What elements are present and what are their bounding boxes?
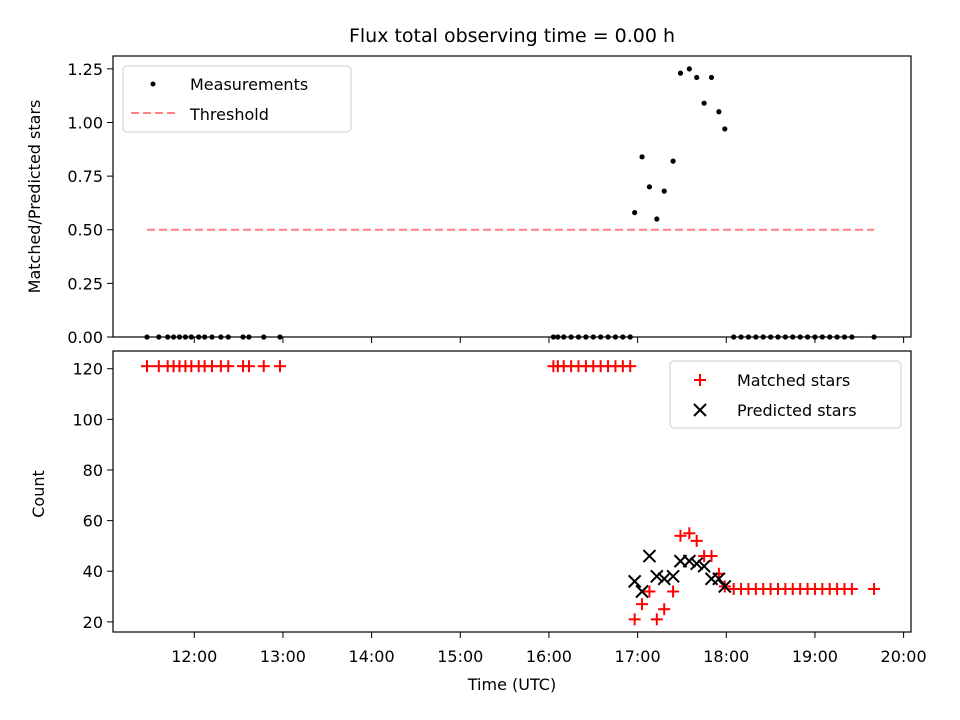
predicted-star-point: [657, 572, 671, 586]
top-plot-frame: [112, 55, 912, 338]
matched-star-point: [140, 360, 153, 373]
bottom-series-group: [140, 360, 881, 626]
top-y-tick-label: 1.00: [67, 113, 103, 132]
top-x-axis: [193, 337, 905, 343]
matched-star-point: [658, 603, 671, 616]
x-tick-label: 13:00: [260, 647, 306, 666]
bottom-y-axis: 20 40 60 80 100 120: [72, 360, 113, 632]
matched-star-point: [674, 529, 687, 542]
top-y-tick-label: 0.75: [67, 167, 103, 186]
top-legend-box: [122, 65, 352, 133]
measurement-point: [646, 184, 653, 190]
bottom-plot-frame: [112, 350, 912, 633]
measurement-point: [661, 188, 667, 194]
x-tick-label: 19:00: [792, 647, 838, 666]
predicted-star-point: [650, 569, 664, 584]
predicted-star-point: [682, 554, 697, 568]
measurement-point: [670, 158, 676, 164]
x-tick-label: 16:00: [526, 647, 572, 666]
predicted-star-point: [718, 579, 732, 594]
predicted-star-point: [666, 569, 680, 584]
legend-predicted-label: Predicted stars: [737, 401, 857, 420]
matched-star-point: [636, 598, 649, 611]
matched-star-point: [868, 582, 881, 595]
matched-star-point: [624, 360, 637, 373]
legend-measurements-label: Measurements: [190, 75, 308, 94]
x-tick-label: 20:00: [881, 647, 927, 666]
measurement-point: [654, 216, 660, 222]
bottom-y-tick-label: 100: [72, 410, 103, 429]
chart-title: Flux total observing time = 0.00 h: [349, 25, 675, 47]
top-legend: Measurements Threshold: [122, 65, 352, 133]
top-y-tick-label: 0.25: [67, 274, 103, 293]
measurement-point: [677, 70, 684, 76]
predicted-star-point: [627, 574, 642, 589]
measurement-point: [708, 74, 715, 81]
predicted-star-point: [642, 549, 657, 563]
matched-star-point: [683, 527, 696, 540]
predicted-star-point: [635, 584, 649, 599]
measurement-point: [686, 66, 692, 72]
matched-star-point: [643, 585, 656, 598]
bottom-y-tick-label: 60: [83, 512, 103, 531]
matched-star-point: [690, 534, 703, 547]
legend-measurements-marker: [150, 81, 156, 87]
matched-star-point: [667, 585, 680, 598]
top-y-tick-label: 0.00: [67, 328, 103, 347]
measurement-point: [694, 74, 700, 81]
measurement-point: [632, 209, 638, 216]
top-y-tick-label: 0.50: [67, 221, 103, 240]
x-tick-label: 14:00: [349, 647, 395, 666]
x-axis-label: Time (UTC): [467, 675, 556, 694]
predicted-star-point: [690, 556, 704, 571]
bottom-y-tick-label: 40: [83, 562, 103, 581]
bottom-y-tick-label: 120: [72, 360, 103, 379]
legend-threshold-label: Threshold: [189, 105, 269, 124]
bottom-panel: 20 40 60 80 100 120 12:00 13:00 14:00 15:00 16:00…: [29, 350, 927, 694]
matched-star-point: [845, 582, 858, 595]
top-y-tick-label: 1.25: [67, 60, 103, 79]
matched-star-point: [628, 613, 641, 626]
measurement-point: [722, 126, 728, 132]
bottom-y-tick-label: 80: [83, 461, 103, 480]
bottom-legend-box: [669, 360, 902, 429]
matched-star-point: [705, 550, 718, 563]
bottom-x-axis: 12:00 13:00 14:00 15:00 16:00 17:00 18:00 19:00…: [171, 632, 927, 666]
measurement-point: [701, 100, 707, 106]
legend-matched-marker: [694, 374, 706, 386]
top-panel: 0.00 0.25 0.50 0.75 1.00 1.25 Matched/Predict…: [25, 55, 912, 347]
matched-star-point: [257, 360, 270, 373]
measurement-point: [716, 109, 722, 115]
matched-star-point: [222, 360, 235, 373]
matched-star-point: [273, 360, 286, 373]
top-y-axis-label: Matched/Predicted stars: [25, 100, 44, 294]
predicted-star-point: [712, 572, 726, 586]
x-tick-label: 12:00: [171, 647, 217, 666]
legend-matched-label: Matched stars: [737, 371, 850, 390]
bottom-y-tick-label: 20: [83, 613, 103, 632]
predicted-star-point: [697, 559, 711, 573]
bottom-y-axis-label: Count: [29, 470, 48, 518]
x-tick-label: 18:00: [703, 647, 749, 666]
bottom-legend: Matched stars Predicted stars: [669, 360, 902, 429]
measurement-point: [639, 154, 645, 160]
matched-star-point: [650, 613, 663, 626]
x-tick-label: 15:00: [437, 647, 483, 666]
matched-star-point: [242, 360, 255, 373]
x-tick-label: 17:00: [615, 647, 661, 666]
legend-predicted-marker: [693, 403, 707, 417]
top-y-axis: 0.00 0.25 0.50 0.75 1.00 1.25: [67, 60, 113, 347]
